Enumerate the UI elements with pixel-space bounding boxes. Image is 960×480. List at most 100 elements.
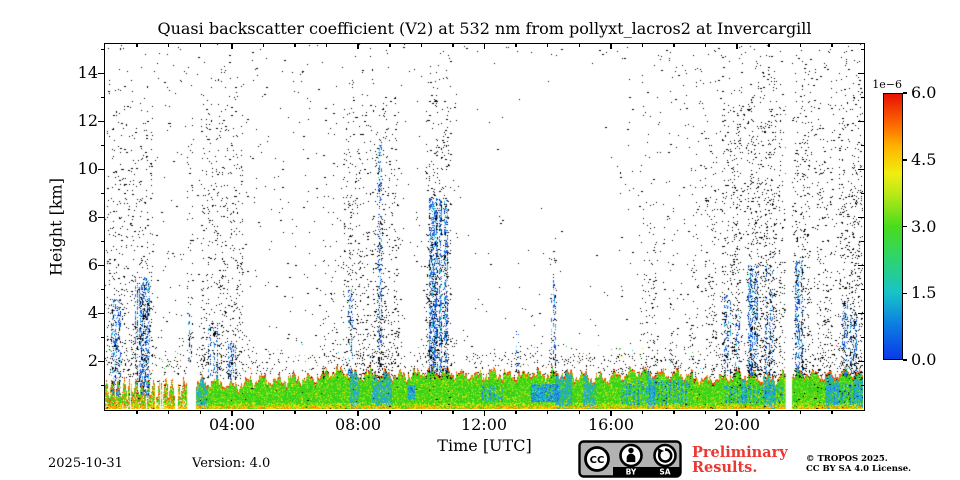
axis-tick: [199, 43, 201, 47]
axis-tick: [641, 43, 644, 47]
badge-sa-label: SA: [659, 468, 670, 477]
colorbar-tick-label: 4.5: [911, 150, 937, 169]
y-tick-label: 14: [77, 63, 98, 82]
axis-tick: [860, 96, 864, 99]
y-tick-label: 6: [87, 255, 98, 274]
x-tick-label: 20:00: [713, 415, 761, 434]
axis-tick: [860, 192, 864, 195]
axis-tick: [704, 43, 707, 47]
copyright-line1: © TROPOS 2025.: [806, 454, 888, 464]
axis-tick: [515, 410, 517, 414]
preliminary-line2: Results.: [692, 459, 758, 476]
axis-tick: [799, 410, 802, 414]
axis-tick: [546, 43, 549, 47]
axis-tick: [167, 43, 170, 47]
axis-tick: [860, 336, 864, 339]
axis-tick: [452, 410, 454, 414]
axis-tick: [858, 120, 864, 123]
axis-tick: [860, 240, 864, 243]
colorbar-tick-label: 6.0: [911, 83, 937, 102]
axis-tick: [578, 410, 580, 414]
x-tick-label: 08:00: [334, 415, 382, 434]
axis-tick: [704, 410, 707, 414]
y-tick-label: 12: [77, 111, 98, 130]
svg-text:CC: CC: [590, 455, 605, 466]
axis-tick: [98, 264, 104, 267]
colorbar-scale-label: 1e−6: [872, 78, 902, 91]
axis-tick: [610, 43, 612, 49]
axis-tick: [100, 336, 104, 339]
axis-tick: [325, 43, 328, 47]
axis-tick: [515, 43, 517, 47]
axis-tick: [641, 410, 644, 414]
axis-tick: [673, 43, 675, 47]
y-tick-label: 4: [87, 303, 98, 322]
axis-tick: [357, 43, 359, 49]
axis-tick: [768, 43, 770, 47]
backscatter-heatmap-canvas: [105, 44, 863, 409]
cc-by-sa-license-badge: CC BY SA: [578, 440, 682, 478]
colorbar-tick-label: 1.5: [911, 283, 937, 302]
sa-icon: [653, 443, 677, 468]
axis-tick: [483, 43, 486, 49]
preliminary-results-notice: Preliminary Results.: [692, 445, 788, 475]
axis-tick: [858, 264, 864, 267]
axis-tick: [389, 43, 391, 47]
axis-tick: [546, 410, 549, 414]
axis-tick: [903, 225, 907, 228]
axis-tick: [231, 410, 233, 416]
axis-tick: [100, 288, 104, 291]
axis-tick: [858, 360, 864, 363]
axis-tick: [100, 48, 104, 51]
axis-tick: [100, 96, 104, 99]
axis-tick: [452, 43, 454, 47]
y-tick-label: 10: [77, 159, 98, 178]
by-icon: [619, 443, 643, 468]
axis-tick: [768, 410, 770, 414]
axis-tick: [903, 359, 907, 361]
copyright-notice: © TROPOS 2025. CC BY SA 4.0 License.: [806, 454, 911, 474]
axis-tick: [860, 48, 864, 51]
axis-tick: [100, 240, 104, 243]
axis-tick: [420, 410, 423, 414]
plot-title: Quasi backscatter coefficient (V2) at 53…: [157, 19, 812, 38]
axis-tick: [483, 410, 486, 416]
axis-tick: [903, 159, 907, 161]
axis-tick: [136, 410, 138, 414]
axis-tick: [831, 410, 833, 414]
axis-tick: [799, 43, 802, 47]
badge-by-label: BY: [626, 468, 637, 477]
version-label: Version: 4.0: [192, 456, 271, 471]
badge-label-strip: [613, 467, 680, 477]
axis-tick: [98, 120, 104, 123]
axis-tick: [98, 312, 104, 315]
plot-area: [104, 43, 865, 411]
preliminary-line1: Preliminary: [692, 444, 788, 461]
axis-tick: [736, 43, 738, 49]
axis-tick: [357, 410, 359, 416]
axis-tick: [736, 410, 738, 416]
axis-tick: [903, 292, 907, 294]
y-tick-label: 8: [87, 207, 98, 226]
axis-tick: [294, 410, 296, 414]
axis-tick: [98, 360, 104, 363]
axis-tick: [860, 288, 864, 291]
axis-tick: [610, 410, 612, 416]
colorbar: [883, 93, 903, 360]
axis-tick: [262, 43, 265, 47]
axis-tick: [860, 144, 864, 147]
colorbar-tick-label: 0.0: [911, 350, 937, 369]
axis-tick: [98, 216, 104, 219]
axis-tick: [199, 410, 201, 414]
axis-tick: [262, 410, 265, 414]
copyright-line2: CC BY SA 4.0 License.: [806, 464, 912, 474]
axis-tick: [325, 410, 328, 414]
axis-tick: [100, 192, 104, 195]
axis-tick: [100, 144, 104, 147]
axis-tick: [578, 43, 580, 47]
axis-tick: [420, 43, 423, 47]
axis-tick: [231, 43, 233, 49]
axis-tick: [831, 43, 833, 47]
axis-tick: [167, 410, 170, 414]
axis-tick: [860, 384, 864, 387]
